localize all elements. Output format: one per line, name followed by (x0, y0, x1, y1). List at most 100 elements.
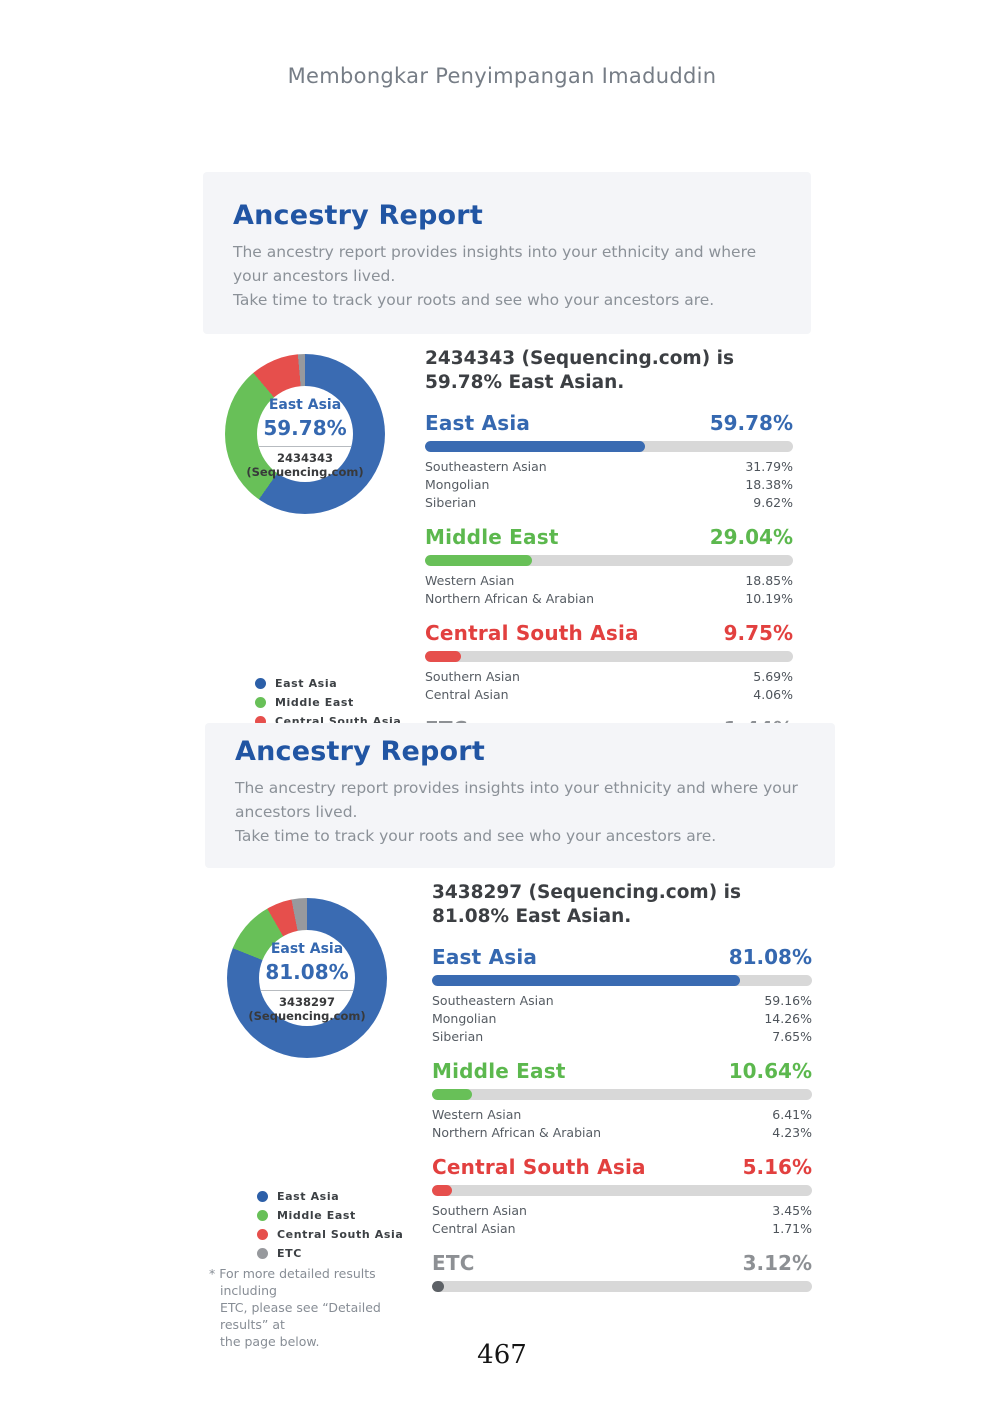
row-label: Northern African & Arabian (425, 591, 595, 607)
ancestry-report-card-1: Ancestry Report The ancestry report prov… (203, 172, 811, 837)
legend-item-etc: ETC (257, 1247, 403, 1260)
section-value: 10.64% (728, 1059, 812, 1084)
report-header: Ancestry Report The ancestry report prov… (205, 723, 835, 869)
headline-line1: 2434343 (Sequencing.com) is (425, 348, 734, 370)
sample-source: (Sequencing.com) (248, 1009, 366, 1024)
row-value: 3.45% (772, 1203, 812, 1219)
section-name: East Asia (425, 411, 531, 436)
row-value: 18.38% (745, 477, 793, 493)
section-name: East Asia (432, 945, 538, 970)
progress-bar-track (432, 975, 812, 987)
row-value: 10.19% (745, 591, 793, 607)
row-value: 4.23% (772, 1125, 812, 1141)
progress-bar-fill (432, 975, 741, 987)
progress-bar-fill (425, 441, 645, 453)
section-value: 59.78% (709, 411, 793, 436)
row-label: Siberian (425, 495, 477, 511)
progress-bar-fill (432, 1089, 473, 1101)
donut-top-ancestry-value: 59.78% (263, 416, 347, 441)
legend-item-east-asia: East Asia (255, 677, 401, 690)
donut-top-ancestry-value: 81.08% (265, 960, 349, 985)
row-label: Southern Asian (425, 669, 520, 685)
section-name: ETC (432, 1251, 475, 1276)
row-label: Western Asian (432, 1107, 522, 1123)
section-rows: Southern Asian 3.45% Central Asian 1.71% (432, 1202, 812, 1238)
sample-source: (Sequencing.com) (246, 465, 364, 480)
donut-center-labels: East Asia 59.78% 2434343 (Sequencing.com… (215, 354, 395, 514)
legend-dot-middle-east (255, 697, 266, 709)
row-label: Siberian (432, 1029, 484, 1045)
progress-bar-track (425, 441, 793, 453)
section-header: Middle East 29.04% (425, 525, 793, 549)
ancestry-breakdown-panel: 2434343 (Sequencing.com) is 59.78% East … (425, 347, 793, 759)
legend-label: ETC (277, 1247, 302, 1261)
row-label: Central Asian (425, 687, 509, 703)
table-row: Central Asian 1.71% (432, 1220, 812, 1238)
row-value: 1.71% (772, 1221, 812, 1237)
table-row: Siberian 7.65% (432, 1028, 812, 1046)
ancestry-donut-chart: East Asia 59.78% 2434343 (Sequencing.com… (225, 354, 385, 515)
section-rows: Western Asian 6.41% Northern African & A… (432, 1106, 812, 1142)
report-description-line1: The ancestry report provides insights in… (235, 779, 798, 822)
donut-top-ancestry-label: East Asia (268, 397, 342, 414)
table-row: Mongolian 14.26% (432, 1010, 812, 1028)
report-description-line2: Take time to track your roots and see wh… (235, 827, 717, 846)
report-body: East Asia 59.78% 2434343 (Sequencing.com… (203, 334, 811, 837)
progress-bar-track (432, 1089, 812, 1101)
section-header: Middle East 10.64% (432, 1059, 812, 1083)
table-row: Southeastern Asian 31.79% (425, 458, 793, 476)
row-label: Mongolian (425, 477, 490, 493)
report-body: East Asia 81.08% 3438297 (Sequencing.com… (205, 868, 835, 1349)
note-line: * For more detailed results including (209, 1266, 376, 1298)
section-rows: Western Asian 18.85% Northern African & … (425, 572, 793, 608)
donut-hole (259, 930, 355, 1027)
section-value: 81.08% (728, 945, 812, 970)
table-row: Siberian 9.62% (425, 494, 793, 512)
report-description: The ancestry report provides insights in… (233, 240, 791, 312)
section-rows: Southern Asian 5.69% Central Asian 4.06% (425, 668, 793, 704)
section-header: ETC 3.12% (432, 1251, 812, 1275)
legend-dot-east-asia (257, 1191, 268, 1203)
section-value: 5.16% (742, 1155, 812, 1180)
legend-label: Central South Asia (277, 1228, 404, 1242)
report-header: Ancestry Report The ancestry report prov… (203, 172, 811, 335)
legend-item-middle-east: Middle East (257, 1209, 403, 1222)
legend-dot-central-south-asia (255, 716, 266, 728)
legend-label: East Asia (275, 677, 338, 691)
legend-dot-middle-east (257, 1210, 268, 1222)
ancestry-breakdown-panel: 3438297 (Sequencing.com) is 81.08% East … (432, 881, 812, 1293)
table-row: Central Asian 4.06% (425, 686, 793, 704)
table-row: Northern African & Arabian 4.23% (432, 1124, 812, 1142)
section-middle-east: Middle East 10.64% Western Asian 6.41% N… (432, 1059, 812, 1142)
section-name: Central South Asia (425, 621, 639, 646)
progress-bar-fill (432, 1185, 452, 1197)
row-value: 59.16% (764, 993, 812, 1009)
section-middle-east: Middle East 29.04% Western Asian 18.85% … (425, 525, 793, 608)
donut-top-ancestry-label: East Asia (270, 941, 344, 958)
section-central-south-asia: Central South Asia 9.75% Southern Asian … (425, 621, 793, 704)
row-label: Southeastern Asian (425, 459, 547, 475)
section-header: East Asia 59.78% (425, 411, 793, 435)
report-description-line1: The ancestry report provides insights in… (233, 243, 757, 286)
sample-id: 2434343 (276, 451, 333, 466)
row-label: Central Asian (432, 1221, 516, 1237)
donut-legend: East Asia Middle East Central South Asia… (257, 1190, 403, 1266)
table-row: Southeastern Asian 59.16% (432, 992, 812, 1010)
report-description: The ancestry report provides insights in… (235, 776, 815, 848)
section-east-asia: East Asia 81.08% Southeastern Asian 59.1… (432, 945, 812, 1046)
page-number: 467 (477, 1340, 527, 1370)
table-row: Mongolian 18.38% (425, 476, 793, 494)
headline-line2: 81.08% East Asian. (432, 906, 632, 928)
legend-dot-east-asia (255, 678, 266, 690)
book-running-header: Membongkar Penyimpangan Imaduddin (287, 64, 717, 88)
section-rows: Southeastern Asian 31.79% Mongolian 18.3… (425, 458, 793, 512)
progress-bar-fill (425, 651, 461, 663)
legend-label: Middle East (277, 1209, 356, 1223)
ancestry-donut-chart: East Asia 81.08% 3438297 (Sequencing.com… (227, 898, 387, 1059)
note-line: ETC, please see “Detailed results” at (220, 1299, 381, 1332)
legend-label: East Asia (277, 1190, 340, 1204)
donut-center-divider (259, 446, 351, 448)
detailed-results-note: * For more detailed results including ET… (209, 1266, 399, 1350)
legend-item-middle-east: Middle East (255, 696, 401, 709)
row-value: 5.69% (753, 669, 793, 685)
